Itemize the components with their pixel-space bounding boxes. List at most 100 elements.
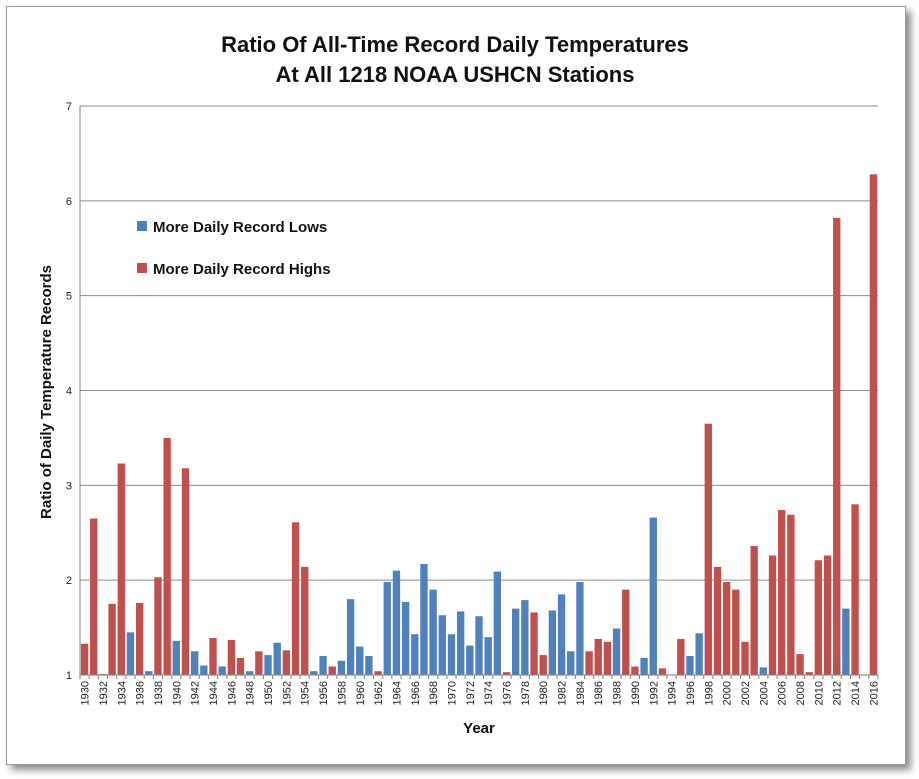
bar-lows-2013 [842, 608, 850, 675]
bar-lows-1955 [310, 671, 318, 675]
x-tick-label-1956: 1956 [318, 681, 330, 705]
bar-lows-1945 [218, 666, 226, 675]
x-tick-label-2012: 2012 [832, 681, 844, 705]
x-tick-label-1932: 1932 [98, 681, 110, 705]
x-tick-label-1974: 1974 [483, 681, 495, 705]
x-tick-label-1992: 1992 [648, 681, 660, 705]
x-axis-ticks: 1930 1932 1934 1936 1938 1940 1942 1944 1946 1948… [79, 675, 880, 705]
bar-lows-1959 [346, 599, 355, 675]
x-tick-label-1986: 1986 [593, 681, 605, 705]
bar-lows-1972 [466, 645, 474, 675]
bar-highs-1944 [209, 638, 217, 675]
x-tick-label-1990: 1990 [630, 681, 642, 705]
y-axis-ticks: 1 2 3 4 5 6 7 [66, 101, 72, 682]
bar-lows-1975 [493, 571, 502, 675]
bar-lows-1937 [145, 671, 153, 675]
bar-lows-1965 [401, 601, 410, 675]
bar-highs-1957 [328, 666, 336, 675]
bar-lows-1943 [200, 665, 208, 675]
x-tick-label-1962: 1962 [373, 681, 385, 705]
bar-highs-1946 [227, 639, 236, 675]
y-tick-label-4: 4 [66, 386, 72, 398]
bar-highs-2000 [722, 582, 731, 675]
x-tick-label-1976: 1976 [502, 681, 514, 705]
legend-swatch-highs [137, 263, 147, 273]
bar-highs-1936 [135, 602, 144, 675]
x-tick-label-1964: 1964 [391, 681, 403, 705]
bar-lows-1982 [557, 594, 566, 675]
bar-lows-1958 [337, 660, 346, 675]
x-tick-label-1948: 1948 [245, 681, 257, 705]
x-tick-label-1998: 1998 [703, 681, 715, 705]
bar-highs-1952 [282, 650, 291, 675]
bar-lows-1997 [695, 633, 703, 675]
x-tick-label-1984: 1984 [575, 681, 587, 705]
bar-highs-2016 [869, 174, 878, 675]
y-tick-label-6: 6 [66, 196, 72, 208]
bar-lows-1968 [429, 589, 437, 675]
bar-highs-1934 [117, 463, 125, 675]
x-tick-label-2004: 2004 [758, 681, 770, 705]
x-tick-label-1940: 1940 [171, 681, 183, 705]
bar-highs-1939 [163, 437, 171, 675]
x-tick-label-1980: 1980 [538, 681, 550, 705]
bar-highs-2012 [833, 217, 841, 676]
y-tick-label-7: 7 [66, 101, 72, 113]
bar-lows-1948 [246, 671, 254, 675]
x-tick-label-2006: 2006 [777, 681, 789, 705]
bar-highs-1993 [658, 668, 667, 675]
x-tick-label-1960: 1960 [355, 681, 367, 705]
x-tick-label-1994: 1994 [667, 681, 679, 705]
bar-lows-1971 [456, 611, 465, 675]
bar-lows-1966 [411, 634, 419, 675]
x-tick-label-1958: 1958 [336, 681, 348, 705]
bar-highs-2014 [851, 504, 859, 675]
bar-lows-2004 [759, 667, 768, 675]
bar-highs-1954 [301, 566, 309, 675]
bar-highs-1995 [677, 638, 685, 675]
bar-highs-1962 [374, 671, 382, 675]
y-axis-label: Ratio of Daily Temperature Records [38, 265, 55, 519]
x-tick-label-1954: 1954 [300, 681, 312, 705]
bar-highs-1941 [181, 468, 190, 675]
bar-lows-1978 [521, 600, 529, 675]
y-tick-label-3: 3 [66, 480, 72, 492]
bar-highs-1931 [90, 518, 98, 675]
x-tick-label-1982: 1982 [557, 681, 569, 705]
x-tick-label-1930: 1930 [80, 681, 92, 705]
bar-highs-1938 [154, 577, 162, 675]
legend-label-lows: More Daily Record Lows [153, 219, 327, 236]
legend: More Daily Record Lows More Daily Record… [137, 219, 331, 278]
bars [80, 174, 878, 676]
x-tick-label-1936: 1936 [135, 681, 147, 705]
chart-title-line-2: At All 1218 NOAA USHCN Stations [276, 62, 635, 87]
x-tick-label-1944: 1944 [208, 681, 220, 705]
bar-highs-1987 [603, 641, 612, 675]
bar-lows-1973 [475, 616, 483, 675]
x-tick-label-1942: 1942 [190, 681, 202, 705]
bar-lows-1969 [438, 615, 446, 675]
bar-lows-1977 [512, 608, 520, 675]
bar-lows-1970 [447, 634, 456, 675]
bar-highs-1989 [622, 589, 630, 675]
x-tick-label-1996: 1996 [685, 681, 697, 705]
bar-lows-1960 [356, 646, 364, 675]
chart-title-line-1: Ratio Of All-Time Record Daily Temperatu… [221, 32, 689, 57]
bar-lows-1967 [420, 564, 428, 675]
bar-lows-1996 [686, 656, 694, 675]
x-tick-label-2008: 2008 [795, 681, 807, 705]
bar-highs-1947 [236, 657, 245, 675]
x-tick-label-1978: 1978 [520, 681, 532, 705]
bar-lows-1942 [190, 651, 199, 675]
bar-highs-1930 [80, 643, 89, 675]
x-tick-label-2016: 2016 [868, 681, 880, 705]
x-tick-label-1966: 1966 [410, 681, 422, 705]
x-tick-label-2000: 2000 [722, 681, 734, 705]
bar-lows-1956 [319, 656, 327, 675]
bar-highs-1979 [530, 612, 538, 675]
bar-highs-1986 [594, 638, 602, 675]
bar-highs-2001 [732, 589, 740, 675]
bar-highs-1949 [255, 651, 263, 675]
bar-lows-1950 [264, 655, 272, 675]
